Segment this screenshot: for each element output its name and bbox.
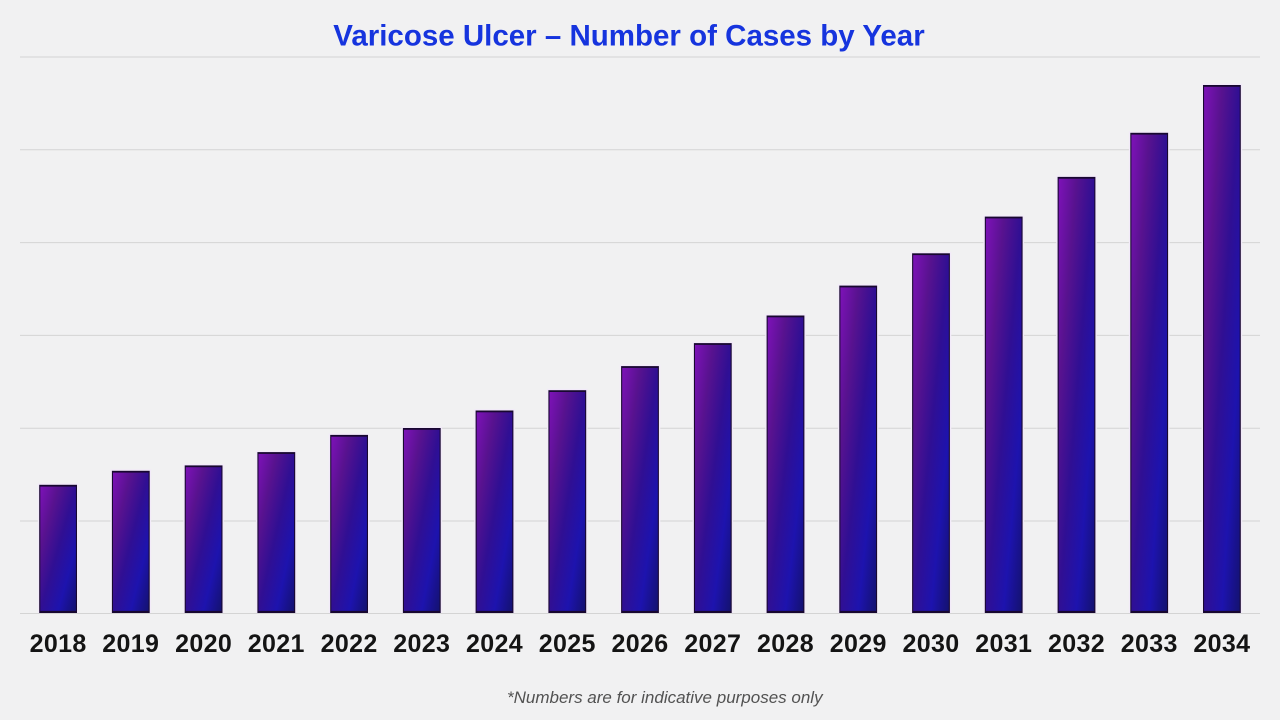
svg-text:2023: 2023 (393, 630, 450, 658)
svg-text:2018: 2018 (30, 630, 87, 658)
svg-text:2026: 2026 (611, 630, 668, 658)
svg-text:2022: 2022 (321, 630, 378, 658)
svg-text:2024: 2024 (466, 630, 523, 658)
svg-text:2033: 2033 (1121, 630, 1178, 658)
svg-text:2025: 2025 (539, 630, 596, 658)
svg-text:2021: 2021 (248, 630, 305, 658)
svg-text:2032: 2032 (1048, 630, 1105, 658)
svg-text:2030: 2030 (902, 630, 959, 658)
svg-text:2034: 2034 (1193, 630, 1250, 658)
svg-text:2027: 2027 (684, 630, 741, 658)
svg-text:*Numbers are for indicative pu: *Numbers are for indicative purposes onl… (507, 688, 824, 707)
svg-text:2020: 2020 (175, 630, 232, 658)
svg-text:2019: 2019 (102, 630, 159, 658)
svg-text:2031: 2031 (975, 630, 1032, 658)
svg-text:2029: 2029 (830, 630, 887, 658)
svg-text:Varicose Ulcer – Number of Cas: Varicose Ulcer – Number of Cases by Year (333, 20, 925, 53)
svg-text:2028: 2028 (757, 630, 814, 658)
